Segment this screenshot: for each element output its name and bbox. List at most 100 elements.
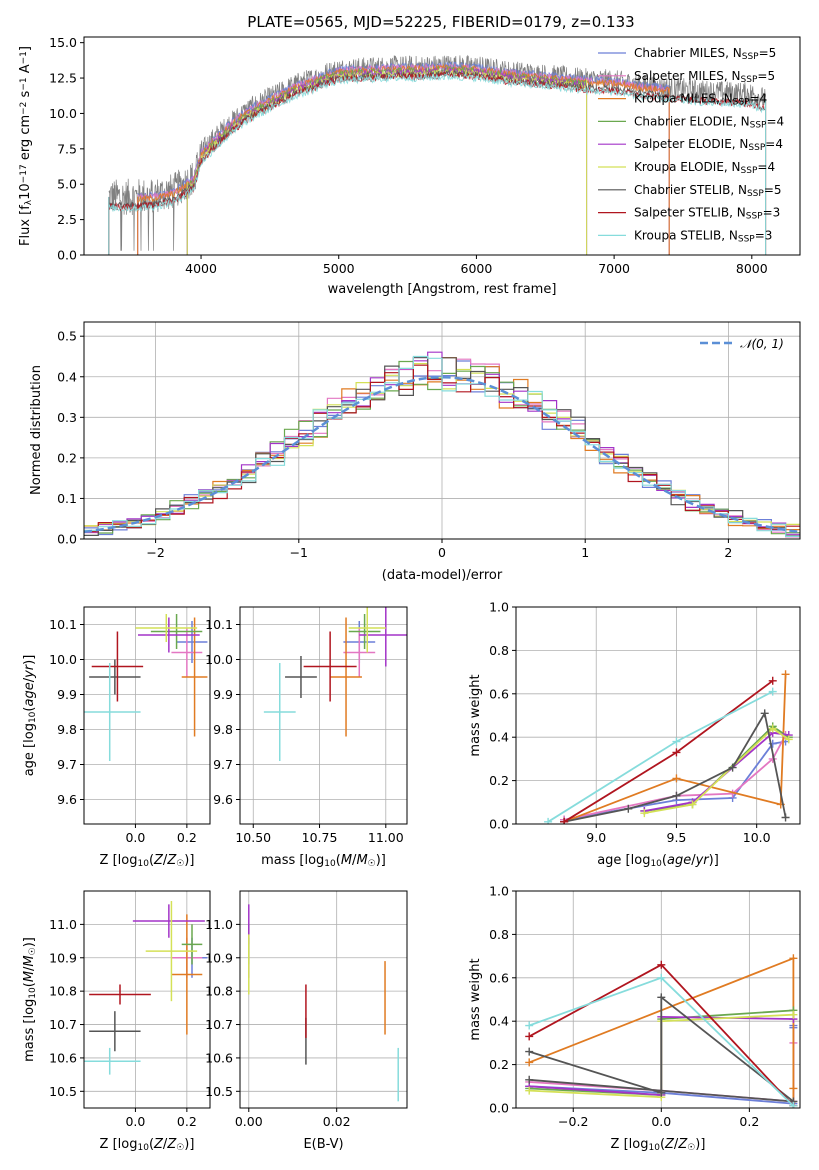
x-axis-label: wavelength [Angstrom, rest frame] [328,282,557,297]
x-tick-label: 4000 [185,261,217,276]
x-tick-label: 11.00 [368,830,404,845]
axes-frame [239,890,408,1109]
y-tick-label: 0.0 [57,532,77,547]
weight-vs-age-panel-plot [544,670,793,824]
y-axis-label-part: M [22,971,37,982]
y-tick-label: 10.9 [49,950,77,965]
x-axis-label-part: Z [log [100,1137,138,1152]
x-axis-label-part: Z [log [100,853,138,868]
x-axis-label: Z [log10(Z/Z☉)] [100,853,195,869]
weight-marker [760,709,769,718]
x-axis-label-part: ☉ [176,1143,184,1153]
weight-marker [672,774,681,783]
weight-marker [789,1084,798,1093]
y-axis-label-part: / [22,966,37,971]
y-tick-label: 9.9 [57,687,77,702]
legend-label: Salpeter STELIB, NSSP=3 [634,206,780,222]
legend-label-part: =4 [757,160,775,174]
y-tick-label: 11.0 [49,917,77,932]
legend-label-part: Kroupa ELODIE, N [634,160,741,174]
mass-vs-z-panel-plot [84,901,208,1075]
x-tick-label: 0.02 [323,1114,351,1129]
x-axis-label-part: / [352,853,357,868]
weight-marker [672,737,681,746]
x-axis-label-part: )] [376,853,386,868]
legend-label-part: SSP [747,189,764,199]
y-tick-label: 10.0 [49,652,77,667]
y-tick-label: 0.0 [489,817,509,832]
weight-marker [672,748,681,757]
x-axis-label-part: / [674,1137,679,1152]
x-tick-label: 2 [724,545,732,560]
x-axis-label-part: ☉ [176,859,184,869]
weight-marker [525,1047,534,1056]
spectrum-model-line [108,72,766,213]
weight-marker [688,800,697,809]
x-axis-label-part: 10 [137,859,149,869]
y-tick-label: 5.0 [57,177,77,192]
weight-marker [672,791,681,800]
y-axis-label: Normed distribution [29,365,44,495]
legend-label-part: SSP [733,98,750,108]
y-tick-label: 10.1 [205,617,233,632]
residual-panel-plot [84,351,800,538]
weight-marker [781,813,790,822]
y-tick-label: 10.1 [49,617,77,632]
y-tick-label: 9.7 [57,757,77,772]
y-tick-label: 15.0 [49,35,77,50]
legend-label-part: SSP [750,121,767,131]
y-axis-label-part: s [18,90,33,101]
y-tick-label: 10.5 [49,1084,77,1099]
x-axis-label-part: ☉ [687,1143,695,1153]
x-axis-label-part: Z [664,1137,675,1152]
x-axis-label: Z [log10(Z/Z☉)] [611,1137,706,1153]
weight-marker [640,809,649,818]
legend-label-part: SSP [742,52,759,62]
axes-frame [239,606,408,825]
mass-vs-ebv-panel-plot [248,904,399,1102]
x-axis-label-part: 10 [137,1143,149,1153]
y-tick-label: 10.8 [205,984,233,999]
y-axis-label-part: / [22,677,37,682]
y-axis-label-part: λ [24,199,34,205]
weight-marker [544,817,553,824]
x-tick-label: 6000 [461,261,493,276]
legend-label-part: Kroupa MILES, N [634,92,733,106]
y-tick-label: 0.6 [489,970,509,985]
weight-marker [525,1075,534,1084]
y-axis-label-part: ( [22,707,37,712]
x-tick-label: 1 [581,545,589,560]
x-axis-label-part: / [691,853,696,868]
x-axis-label-part: M [356,853,367,868]
legend-label-part: SSP [738,235,755,245]
spectrum-panel-plot [108,54,767,255]
y-axis-label-part: ☉ [28,947,38,955]
y-axis-label-part: )] [22,655,37,665]
legend-label-part: Salpeter STELIB, N [634,206,746,220]
axes-frame [83,321,801,540]
weight-marker [657,993,666,1002]
y-tick-label: 9.6 [57,792,77,807]
legend-label-part: =3 [755,228,773,242]
x-axis-label-part: Z [166,1137,177,1152]
x-tick-label: −2 [146,545,164,560]
y-tick-label: 10.8 [49,984,77,999]
x-axis-label: E(B-V) [303,1137,343,1152]
y-axis-label-part: ] [18,46,33,51]
x-tick-label: −1 [290,545,308,560]
weight-line [563,674,787,823]
y-tick-label: 0.0 [489,1101,509,1116]
y-axis-label: Flux [fλ10−17 erg cm−2 s−1 A−1] [18,46,34,246]
legend-label: Kroupa MILES, NSSP=4 [634,92,767,108]
x-axis-label-part: Z [166,853,177,868]
y-tick-label: 10.5 [205,1084,233,1099]
y-tick-label: 0.6 [489,686,509,701]
y-tick-label: 10.0 [205,652,233,667]
y-tick-label: 0.2 [489,1057,509,1072]
y-tick-label: 7.5 [57,141,77,156]
legend-label-part: Salpeter ELODIE, N [634,137,748,151]
x-axis-label-part: yr [695,853,711,868]
y-axis-label-part: M [22,955,37,966]
